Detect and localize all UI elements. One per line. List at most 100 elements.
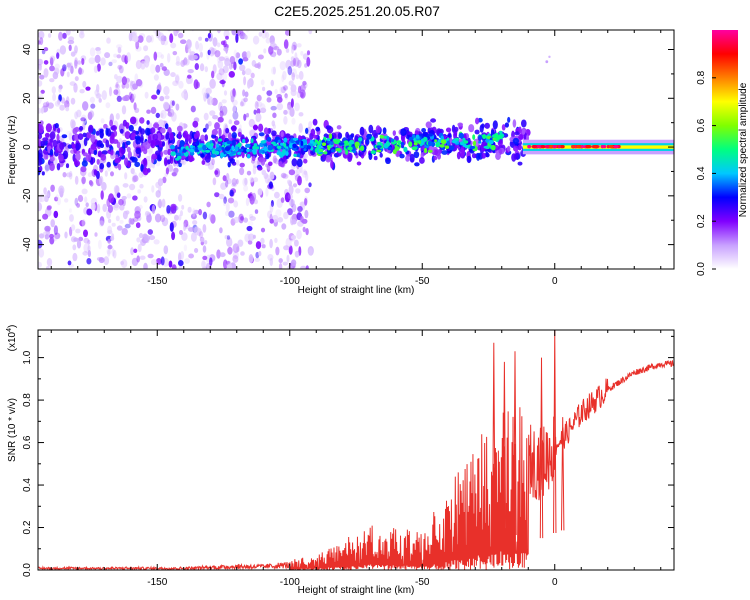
transition-blob <box>343 140 349 146</box>
noise-blob <box>49 65 55 72</box>
noise-blob <box>163 35 167 42</box>
noise-blob <box>232 30 236 31</box>
noise-blob <box>44 234 50 240</box>
noise-blob <box>93 65 98 73</box>
noise-blob <box>76 109 82 118</box>
noise-blob <box>38 202 43 212</box>
noise-blob <box>124 172 128 180</box>
band-blob <box>156 132 162 141</box>
noise-blob <box>64 231 68 239</box>
noise-blob <box>290 68 297 77</box>
noise-blob <box>40 107 45 114</box>
noise-blob <box>53 225 59 236</box>
carrier-peak <box>603 145 607 149</box>
band-blob <box>521 119 527 128</box>
transition-blob <box>321 142 327 146</box>
noise-blob <box>201 260 206 269</box>
noise-blob <box>227 263 233 269</box>
noise-blob <box>143 262 148 269</box>
noise-blob <box>186 39 192 49</box>
transition-blob <box>413 142 418 146</box>
band-blob <box>140 164 144 172</box>
noise-blob <box>199 51 203 58</box>
noise-blob <box>46 266 50 269</box>
band-blob <box>284 133 291 139</box>
noise-blob <box>297 206 303 212</box>
noise-blob <box>233 61 237 71</box>
noise-blob <box>185 24 190 30</box>
noise-blob <box>285 237 292 248</box>
noise-blob <box>183 57 188 65</box>
noise-blob <box>243 97 248 103</box>
noise-blob <box>292 183 298 188</box>
band-blob <box>38 124 44 134</box>
noise-blob <box>64 100 70 109</box>
transition-blob <box>276 145 282 149</box>
noise-blob <box>232 104 237 114</box>
band-blob <box>507 145 511 152</box>
transition-blob <box>330 141 334 146</box>
transition-blob <box>202 144 207 151</box>
noise-blob <box>115 215 120 222</box>
noise-blob <box>284 192 291 203</box>
noise-blob <box>121 76 127 85</box>
noise-blob <box>67 40 75 45</box>
noise-blob <box>178 80 184 89</box>
noise-blob <box>291 235 297 240</box>
noise-blob <box>124 55 129 65</box>
noise-blob <box>239 64 246 72</box>
noise-blob <box>203 240 208 245</box>
carrier-peak <box>592 145 599 149</box>
band-blob <box>150 127 156 134</box>
colorbar-ticks: 0.0 0.2 0.4 0.6 0.8 <box>696 70 716 276</box>
noise-blob <box>241 51 248 59</box>
noise-blob <box>147 229 153 235</box>
transition-blob <box>263 146 268 152</box>
transition-blob <box>348 140 355 145</box>
band-blob <box>192 120 199 128</box>
transition-blob <box>444 145 450 149</box>
band-blob <box>71 143 77 149</box>
noise-blob <box>296 229 302 240</box>
noise-blob <box>223 196 227 204</box>
noise-blob <box>212 64 217 74</box>
noise-blob <box>202 245 207 253</box>
transition-blob <box>440 139 447 145</box>
spectrogram-xlabel: Height of straight line (km) <box>298 285 415 296</box>
noise-blob <box>222 199 227 207</box>
band-blob <box>130 116 137 125</box>
band-blob <box>201 160 206 165</box>
noise-blob <box>81 176 86 185</box>
x-tick-label: -150 <box>147 577 167 588</box>
band-blob <box>75 152 81 161</box>
band-blob <box>167 159 172 165</box>
noise-blob <box>118 198 124 206</box>
noise-blob <box>68 44 72 51</box>
noise-blob <box>280 86 286 94</box>
band-blob <box>75 142 80 151</box>
noise-blob <box>232 251 239 260</box>
noise-blob <box>98 98 102 103</box>
noise-blob <box>75 228 81 234</box>
noise-blob <box>122 210 128 220</box>
carrier-peak <box>552 145 557 149</box>
band-blob <box>169 132 174 141</box>
band-blob <box>83 137 88 147</box>
noise-blob <box>252 35 260 45</box>
noise-blob <box>80 114 87 124</box>
noise-blob <box>291 203 297 213</box>
transition-blob <box>204 149 211 153</box>
noise-blob <box>155 64 161 73</box>
noise-blob <box>63 198 69 203</box>
band-blob <box>441 150 448 155</box>
noise-blob <box>198 208 203 216</box>
transition-blob <box>326 138 331 141</box>
noise-blob <box>131 175 137 183</box>
band-blob <box>287 148 292 158</box>
band-blob <box>512 137 520 145</box>
transition-blob <box>370 150 376 155</box>
noise-blob <box>217 116 224 123</box>
noise-blob <box>100 118 105 124</box>
band-blob <box>93 169 98 176</box>
noise-blob <box>261 169 267 176</box>
